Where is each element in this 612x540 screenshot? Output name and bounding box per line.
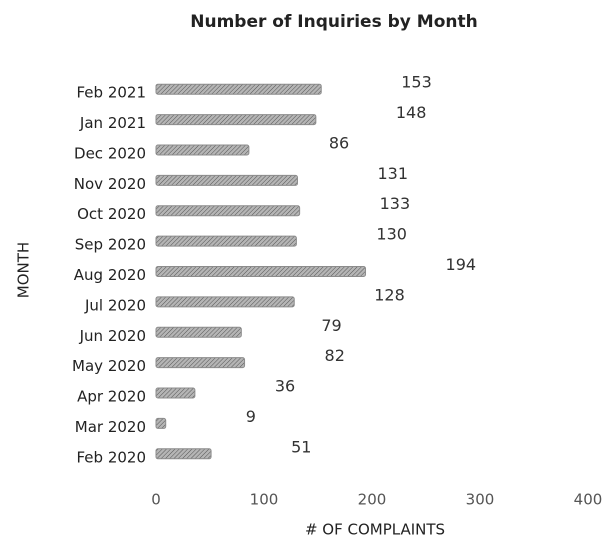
bar: [155, 144, 250, 156]
data-label: 9: [246, 407, 256, 426]
y-tick-label: Jun 2020: [79, 327, 146, 345]
data-label: 51: [291, 437, 311, 456]
data-label: 36: [275, 377, 295, 396]
bar: [155, 387, 196, 399]
bar: [155, 174, 298, 186]
bar: [155, 448, 212, 460]
bar: [155, 266, 367, 277]
y-tick-label: Oct 2020: [77, 205, 146, 223]
bar: [155, 114, 317, 126]
data-label: 194: [446, 255, 477, 274]
y-tick-label: Nov 2020: [74, 175, 146, 193]
data-label: 148: [396, 103, 427, 122]
data-label: 86: [329, 133, 349, 152]
data-label: 153: [401, 73, 432, 92]
y-tick-label: Sep 2020: [75, 236, 146, 254]
data-label: 82: [325, 346, 345, 365]
y-tick-label: Dec 2020: [74, 144, 146, 162]
bar: [155, 296, 295, 308]
x-tick-label: 200: [358, 491, 387, 509]
data-label: 128: [374, 285, 405, 304]
x-axis-label: # OF COMPLAINTS: [305, 521, 445, 539]
y-tick-label: Feb 2020: [77, 448, 147, 466]
bar: [155, 417, 167, 429]
y-tick-label: Mar 2020: [75, 418, 146, 436]
data-label: 133: [380, 194, 411, 213]
chart-title: Number of Inquiries by Month: [190, 12, 477, 32]
y-tick-label: Aug 2020: [74, 266, 146, 284]
data-label: 79: [321, 316, 341, 335]
bar: [155, 235, 297, 247]
y-tick-label: Feb 2021: [77, 84, 147, 102]
x-tick-label: 400: [574, 491, 603, 509]
x-tick-label: 100: [250, 491, 279, 509]
bar: [155, 326, 242, 338]
x-tick-label: 300: [466, 491, 495, 509]
y-tick-label: Jul 2020: [84, 296, 146, 314]
data-label: 130: [376, 225, 407, 244]
data-label: 131: [377, 164, 408, 183]
y-axis-label: MONTH: [15, 242, 33, 298]
bar: [155, 205, 301, 217]
bar: [155, 357, 246, 369]
bar: [155, 83, 322, 95]
x-tick-label: 0: [151, 491, 161, 509]
y-tick-label: Apr 2020: [77, 388, 146, 406]
y-tick-label: Jan 2021: [79, 114, 146, 132]
y-tick-label: May 2020: [72, 357, 146, 375]
